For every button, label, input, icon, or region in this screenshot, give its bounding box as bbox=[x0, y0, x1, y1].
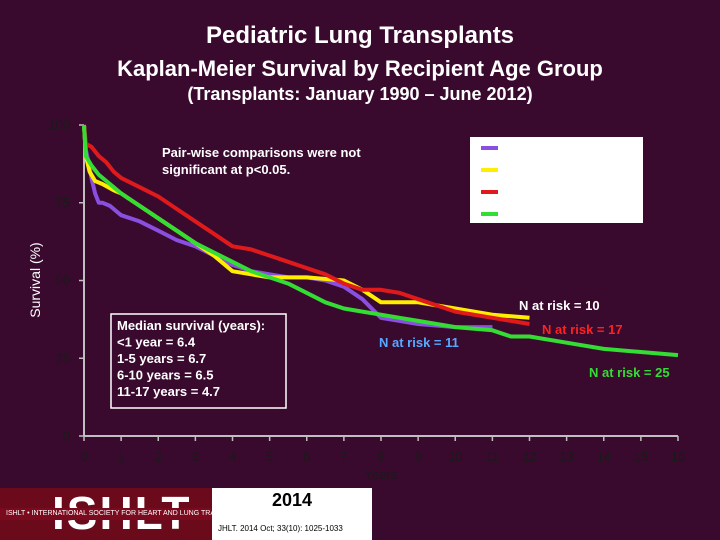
page-date-range: (Transplants: January 1990 – June 2012) bbox=[187, 84, 533, 104]
median-box-line: 11-17 years = 4.7 bbox=[117, 384, 220, 399]
legend-box bbox=[470, 137, 643, 223]
x-tick-label: 7 bbox=[340, 449, 347, 464]
x-axis-label: Years bbox=[365, 467, 398, 482]
x-tick-label: 15 bbox=[634, 449, 648, 464]
survival-line-series-4 bbox=[82, 124, 679, 358]
x-tick-label: 10 bbox=[448, 449, 462, 464]
citation-reference: JHLT. 2014 Oct; 33(10): 1025-1033 bbox=[218, 524, 343, 533]
x-tick-label: 14 bbox=[597, 449, 611, 464]
y-tick-label: 75 bbox=[56, 195, 70, 210]
x-tick-label: 11 bbox=[486, 449, 500, 464]
pairwise-note-line1: Pair-wise comparisons were not bbox=[162, 145, 361, 160]
x-tick-label: 16 bbox=[671, 449, 685, 464]
pairwise-note-line2: significant at p<0.05. bbox=[162, 162, 290, 177]
x-tick-label: 0 bbox=[80, 449, 87, 464]
median-box-line: 1-5 years = 6.7 bbox=[117, 351, 206, 366]
n-at-risk-17: N at risk = 17 bbox=[542, 322, 623, 337]
survival-line-series-2 bbox=[82, 124, 530, 320]
x-tick-label: 13 bbox=[559, 449, 573, 464]
x-tick-label: 9 bbox=[415, 449, 422, 464]
x-tick-label: 8 bbox=[377, 449, 384, 464]
citation-year: 2014 bbox=[271, 490, 313, 510]
y-tick-label: 100 bbox=[48, 117, 70, 132]
page-title: Pediatric Lung Transplants bbox=[205, 22, 515, 49]
median-box-line: <1 year = 6.4 bbox=[117, 335, 196, 350]
x-tick-label: 1 bbox=[118, 449, 125, 464]
y-axis-label: Survival (%) bbox=[27, 242, 43, 317]
n-at-risk-10: N at risk = 10 bbox=[519, 298, 600, 313]
x-tick-label: 2 bbox=[155, 449, 162, 464]
median-box-line: 6-10 years = 6.5 bbox=[117, 368, 214, 383]
n-at-risk-25: N at risk = 25 bbox=[589, 365, 670, 380]
survival-line-series-3 bbox=[82, 124, 530, 326]
x-tick-label: 5 bbox=[266, 449, 273, 464]
y-tick-label: 50 bbox=[56, 273, 70, 288]
median-box bbox=[110, 313, 287, 409]
x-tick-label: 6 bbox=[303, 449, 310, 464]
x-tick-label: 3 bbox=[192, 449, 199, 464]
page-subtitle: Kaplan-Meier Survival by Recipient Age G… bbox=[117, 56, 603, 81]
y-tick-label: 0 bbox=[63, 428, 70, 443]
n-at-risk-11: N at risk = 11 bbox=[379, 335, 459, 350]
y-tick-label: 25 bbox=[56, 350, 70, 365]
x-tick-label: 12 bbox=[522, 449, 536, 464]
median-box-title: Median survival (years): bbox=[117, 318, 265, 333]
x-tick-label: 4 bbox=[229, 449, 236, 464]
citation-box bbox=[212, 488, 372, 540]
